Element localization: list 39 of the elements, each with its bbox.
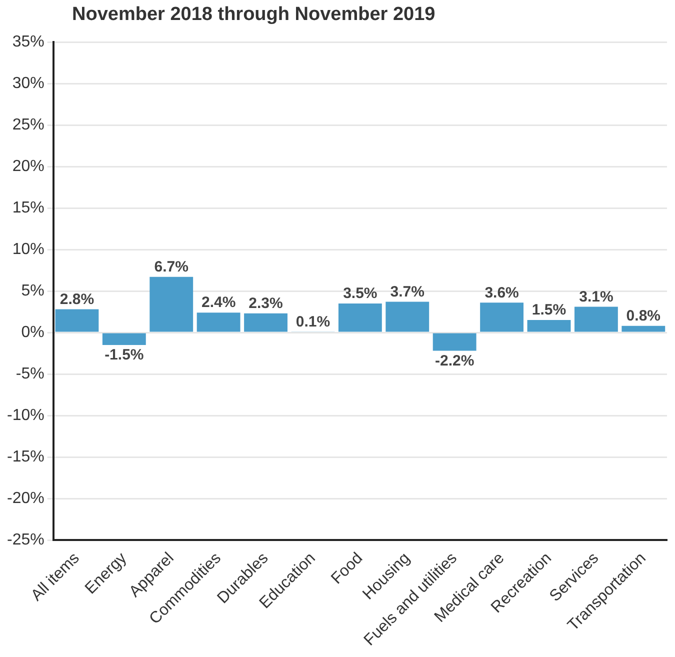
y-tick-label: 5%: [21, 282, 44, 300]
y-tick-label: 35%: [12, 33, 44, 50]
bar: [338, 303, 382, 332]
data-label: 3.7%: [390, 283, 424, 300]
data-label: -1.5%: [104, 346, 144, 364]
y-tick-label: 0%: [21, 324, 44, 341]
chart-title: November 2018 through November 2019: [72, 4, 436, 26]
y-tick-label: 30%: [12, 74, 44, 92]
data-label: 0.1%: [296, 313, 330, 330]
bar: [480, 302, 524, 332]
y-tick-label: -15%: [6, 448, 44, 466]
y-tick-label: -10%: [6, 406, 44, 424]
bar: [574, 306, 618, 332]
y-tick-label: 20%: [12, 158, 44, 175]
y-tick-label: -5%: [16, 365, 44, 382]
data-label: 1.5%: [532, 302, 566, 319]
bar: [150, 276, 194, 332]
data-label: 2.3%: [248, 295, 283, 312]
data-label: 2.8%: [60, 290, 94, 308]
y-tick-label: 15%: [12, 199, 44, 216]
y-tick-label: -25%: [6, 531, 44, 548]
bar: [386, 302, 430, 332]
data-label: -2.2%: [434, 352, 474, 370]
data-label: 6.7%: [154, 258, 188, 276]
data-label: 0.8%: [626, 308, 660, 325]
y-tick-label: -20%: [6, 490, 44, 507]
data-label: 3.1%: [579, 288, 614, 306]
bar: [622, 326, 666, 332]
bar: [527, 320, 571, 332]
data-label: 3.5%: [343, 285, 378, 302]
bar: [244, 313, 288, 332]
bar: [55, 309, 99, 332]
bar: [102, 333, 146, 345]
bar: [196, 312, 240, 332]
bar: [432, 333, 476, 351]
y-tick-label: 25%: [12, 116, 44, 134]
data-label: 2.4%: [201, 294, 236, 312]
data-label: 3.6%: [484, 284, 519, 302]
y-tick-label: 10%: [12, 240, 44, 258]
